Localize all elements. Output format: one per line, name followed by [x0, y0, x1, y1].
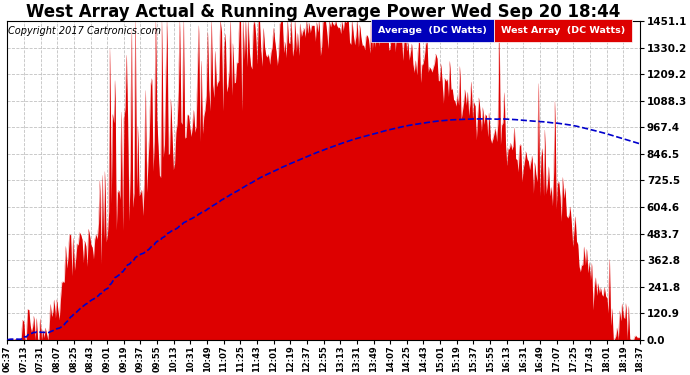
Text: Average  (DC Watts): Average (DC Watts): [378, 26, 487, 35]
Text: Copyright 2017 Cartronics.com: Copyright 2017 Cartronics.com: [8, 26, 161, 36]
FancyBboxPatch shape: [371, 20, 495, 42]
Text: West Array  (DC Watts): West Array (DC Watts): [501, 26, 625, 35]
Title: West Array Actual & Running Average Power Wed Sep 20 18:44: West Array Actual & Running Average Powe…: [26, 3, 621, 21]
FancyBboxPatch shape: [495, 20, 632, 42]
